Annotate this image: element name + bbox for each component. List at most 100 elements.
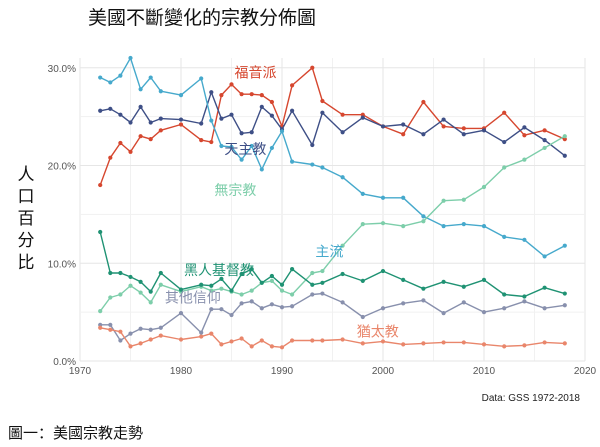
data-point xyxy=(249,130,254,135)
data-point xyxy=(421,298,426,303)
data-point xyxy=(441,124,446,129)
data-point xyxy=(320,291,325,296)
data-point xyxy=(522,133,527,138)
data-point xyxy=(562,303,567,308)
data-point xyxy=(269,99,274,105)
data-point xyxy=(178,122,184,127)
data-point xyxy=(562,134,567,139)
data-point xyxy=(360,222,365,227)
data-point xyxy=(98,322,103,327)
data-point xyxy=(421,286,426,291)
series-group xyxy=(98,55,567,350)
data-point xyxy=(108,155,113,160)
data-point xyxy=(209,288,214,293)
data-point xyxy=(269,344,274,349)
data-point xyxy=(158,282,163,287)
data-point xyxy=(502,139,507,145)
data-point xyxy=(401,195,406,200)
data-point xyxy=(108,270,113,276)
data-point xyxy=(562,341,567,346)
data-point xyxy=(401,132,406,137)
data-point xyxy=(229,339,234,344)
data-point xyxy=(239,157,244,162)
data-point xyxy=(138,104,143,109)
data-point xyxy=(209,118,214,123)
data-point xyxy=(128,331,133,336)
series-主流 xyxy=(98,55,567,259)
data-point xyxy=(481,224,487,229)
data-point xyxy=(229,112,234,117)
data-point xyxy=(199,76,204,81)
data-point xyxy=(562,243,567,248)
data-point xyxy=(249,92,254,97)
data-point xyxy=(502,292,507,297)
data-point xyxy=(98,75,103,80)
x-tick-label: 2000 xyxy=(372,366,395,377)
data-point xyxy=(401,277,406,282)
data-point xyxy=(340,243,345,248)
data-point xyxy=(118,292,123,297)
data-point xyxy=(310,65,315,70)
data-point xyxy=(269,113,274,118)
data-point xyxy=(401,301,406,306)
data-point xyxy=(310,282,315,287)
series-label: 主流 xyxy=(315,244,343,260)
data-point xyxy=(542,145,547,151)
data-point xyxy=(138,290,143,295)
data-point xyxy=(340,271,345,277)
data-point xyxy=(441,117,446,122)
data-point xyxy=(249,299,254,304)
data-point xyxy=(249,344,254,349)
y-tick-label: 0.0% xyxy=(53,357,76,368)
data-point xyxy=(98,108,103,113)
y-tick-label: 30.0% xyxy=(48,64,76,75)
data-point xyxy=(178,311,184,316)
data-point xyxy=(522,125,527,130)
data-point xyxy=(320,110,325,115)
data-point xyxy=(441,311,446,316)
x-axis-ticks: 1970 1980 1990 2000 2010 2020 xyxy=(69,366,597,377)
data-point xyxy=(128,283,133,288)
data-point xyxy=(380,339,386,344)
series-黑人基督教 xyxy=(98,229,567,299)
data-source: Data: GSS 1972-2018 xyxy=(482,393,581,404)
data-point xyxy=(290,83,295,88)
data-point xyxy=(502,165,507,170)
data-point xyxy=(209,283,214,288)
data-point xyxy=(219,276,224,281)
data-point xyxy=(522,299,527,304)
data-point xyxy=(340,300,345,305)
series-line xyxy=(99,57,566,258)
data-point xyxy=(239,336,244,341)
data-point xyxy=(461,126,466,131)
data-point xyxy=(118,140,123,146)
data-point xyxy=(310,142,315,148)
data-point xyxy=(441,224,446,229)
data-point xyxy=(199,330,204,335)
x-tick-label: 2010 xyxy=(473,366,496,377)
data-point xyxy=(401,122,406,127)
data-point xyxy=(229,288,234,293)
data-point xyxy=(279,288,285,293)
data-point xyxy=(128,344,133,349)
data-point xyxy=(542,285,547,290)
data-point xyxy=(259,167,264,172)
data-point xyxy=(118,73,123,78)
data-point xyxy=(269,302,274,307)
data-point xyxy=(108,322,113,327)
data-point xyxy=(481,310,487,315)
data-point xyxy=(461,132,466,137)
data-point xyxy=(380,221,386,226)
data-point xyxy=(461,284,466,289)
data-point xyxy=(128,120,133,125)
data-point xyxy=(421,132,426,137)
data-point xyxy=(178,287,184,292)
data-point xyxy=(360,341,365,346)
data-point xyxy=(98,309,103,314)
data-point xyxy=(148,137,153,142)
data-point xyxy=(522,294,527,299)
data-point xyxy=(158,325,163,330)
x-tick-label: 1980 xyxy=(170,366,193,377)
